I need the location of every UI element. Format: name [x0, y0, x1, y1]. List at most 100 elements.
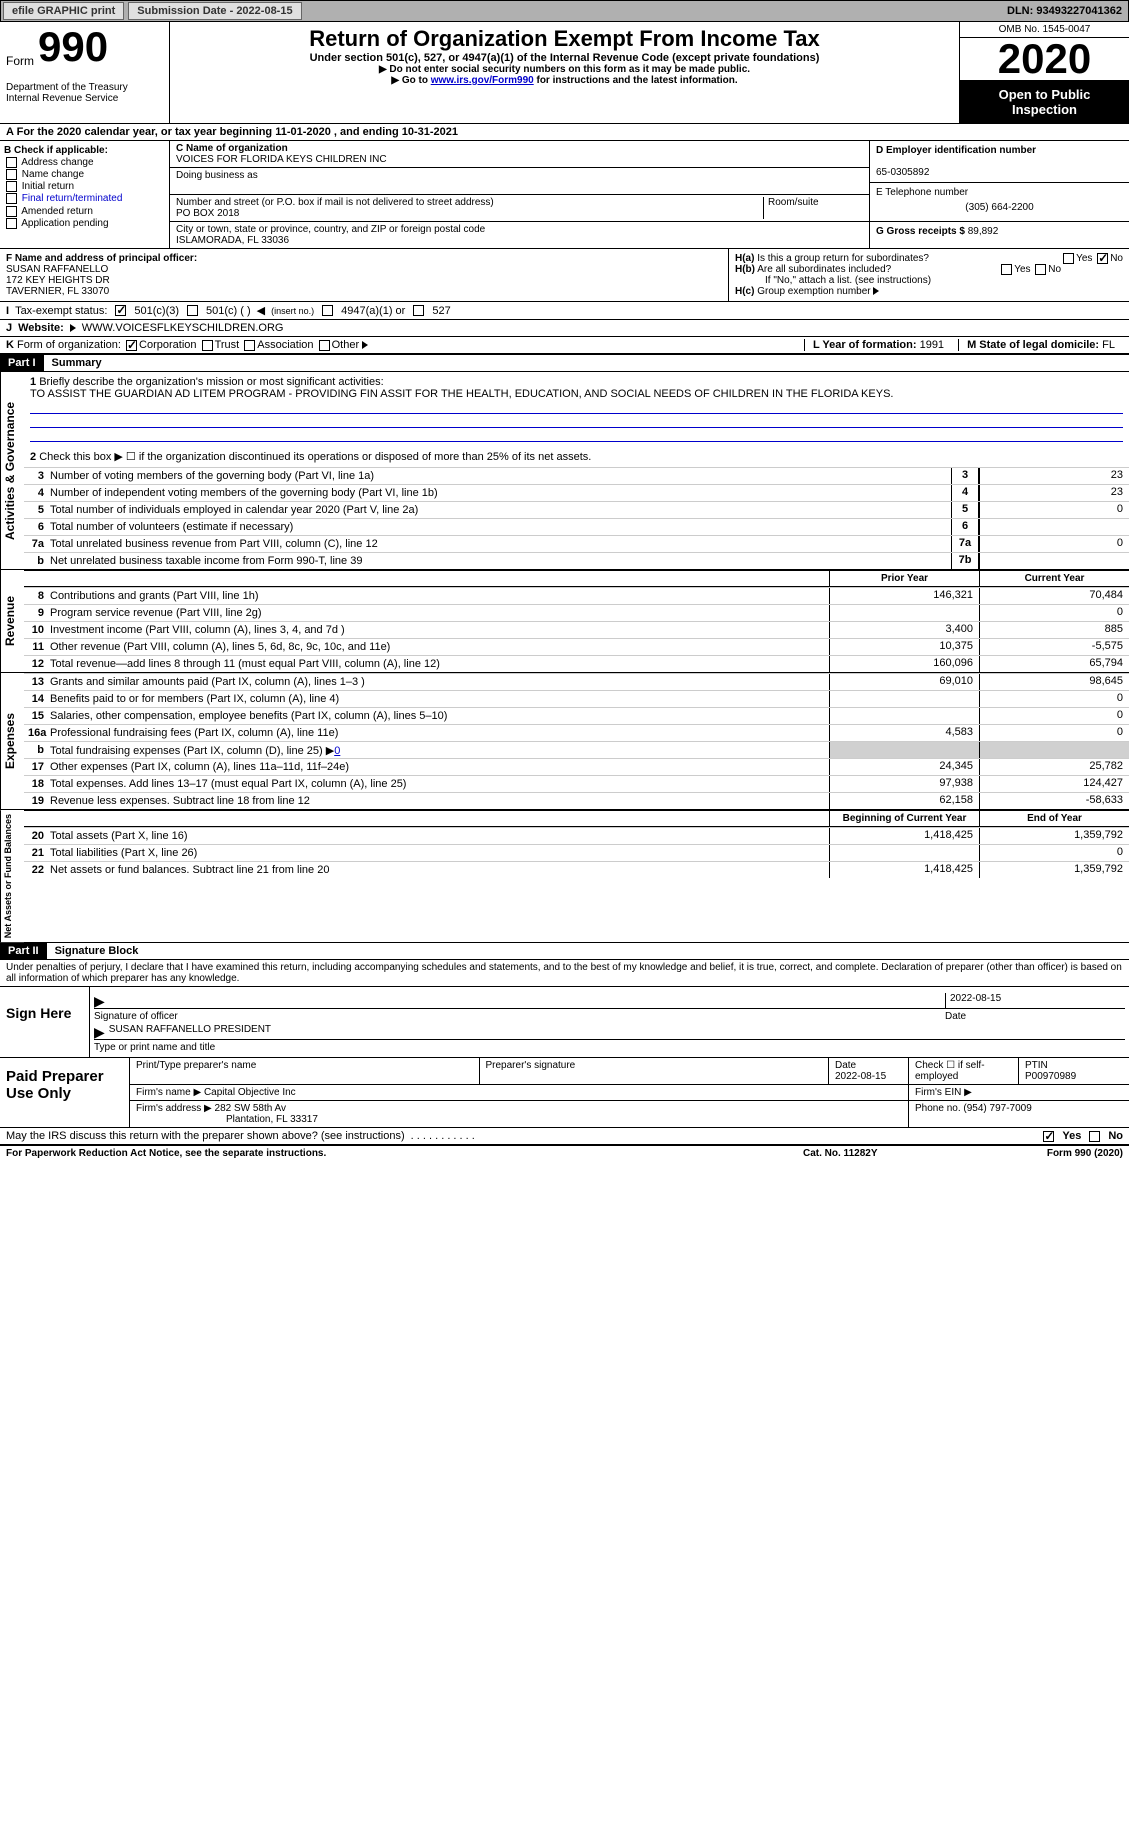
hb-no[interactable] [1035, 264, 1046, 275]
check-final-return[interactable]: Final return/terminated [4, 193, 165, 204]
efile-print-button[interactable]: efile GRAPHIC print [3, 2, 124, 20]
box-i: I Tax-exempt status: 501(c)(3) 501(c) ( … [0, 302, 1129, 320]
note2-pre: Go to [402, 75, 431, 86]
part2-title: Signature Block [47, 943, 147, 959]
irs-link[interactable]: www.irs.gov/Form990 [431, 75, 534, 86]
firm-name-label: Firm's name ▶ [136, 1087, 201, 1098]
street-label: Number and street (or P.O. box if mail i… [176, 197, 494, 208]
col-begin: Beginning of Current Year [829, 811, 979, 826]
form-number: 990 [38, 26, 108, 68]
period-row: A For the 2020 calendar year, or tax yea… [0, 124, 1129, 141]
ha-yes[interactable] [1063, 253, 1074, 264]
boxes-deg: D Employer identification number 65-03058… [869, 141, 1129, 248]
arrow-icon [70, 324, 76, 332]
discuss-yes[interactable] [1043, 1131, 1054, 1142]
org-name: VOICES FOR FLORIDA KEYS CHILDREN INC [176, 154, 387, 165]
value-line: 13Grants and similar amounts paid (Part … [24, 673, 1129, 690]
form-title: Return of Organization Exempt From Incom… [176, 26, 953, 52]
side-expenses: Expenses [0, 673, 24, 809]
website-label: Website: [18, 322, 64, 334]
check-app-pending[interactable]: Application pending [4, 218, 165, 229]
topbar: efile GRAPHIC print Submission Date - 20… [0, 0, 1129, 22]
no-label: No [1110, 253, 1123, 264]
form-org-label: Form of organization: [17, 339, 121, 351]
side-net-assets: Net Assets or Fund Balances [0, 810, 24, 942]
check-address-change[interactable]: Address change [4, 157, 165, 168]
officer-label: F Name and address of principal officer: [6, 253, 197, 264]
signature-line[interactable]: ▶ 2022-08-15 [94, 993, 1125, 1009]
box-c: C Name of organizationVOICES FOR FLORIDA… [170, 141, 869, 248]
form-number-block: Form 990 Department of the Treasury Inte… [0, 22, 170, 123]
ck-corp[interactable] [126, 340, 137, 351]
line-16b-desc: Total fundraising expenses (Part IX, col… [50, 745, 334, 757]
ck-501c[interactable] [187, 305, 198, 316]
note2-post: for instructions and the latest informat… [534, 75, 738, 86]
ck-527[interactable] [413, 305, 424, 316]
gross-value: 89,892 [968, 226, 999, 237]
gov-line: 6Total number of volunteers (estimate if… [24, 518, 1129, 535]
firm-phone-label: Phone no. [915, 1103, 961, 1114]
discuss-no[interactable] [1089, 1131, 1100, 1142]
arrow-icon: ▶ [94, 1024, 105, 1039]
side-revenue: Revenue [0, 570, 24, 672]
ck-4947[interactable] [322, 305, 333, 316]
firm-addr-label: Firm's address ▶ [136, 1103, 212, 1114]
hb-text: Are all subordinates included? [757, 264, 891, 275]
part1-header: Part I Summary [0, 355, 1129, 372]
check-initial-return[interactable]: Initial return [4, 181, 165, 192]
sign-here-label: Sign Here [0, 987, 90, 1057]
dln-text: DLN: 93493227041362 [1007, 5, 1128, 17]
dba-label: Doing business as [176, 170, 258, 181]
ck-trust[interactable] [202, 340, 213, 351]
ck-other[interactable] [319, 340, 330, 351]
part1-bar: Part I [0, 355, 44, 371]
self-employed-label[interactable]: Check ☐ if self-employed [909, 1058, 1019, 1084]
form-subtitle: Under section 501(c), 527, or 4947(a)(1)… [176, 52, 953, 64]
gross-label: G Gross receipts $ [876, 226, 965, 237]
check-label: Final return/terminated [22, 194, 123, 205]
hb-yes[interactable] [1001, 264, 1012, 275]
line-16b-val: 0 [334, 745, 340, 757]
name-title-label: Type or print name and title [94, 1042, 1125, 1053]
value-line: 19Revenue less expenses. Subtract line 1… [24, 792, 1129, 809]
check-name-change[interactable]: Name change [4, 169, 165, 180]
ptin-label: PTIN [1025, 1060, 1048, 1071]
value-line: 21Total liabilities (Part X, line 26) 0 [24, 844, 1129, 861]
ein-label: D Employer identification number [876, 145, 1036, 156]
q2-text: Check this box ▶ ☐ if the organization d… [39, 451, 591, 463]
activities-governance: Activities & Governance 1 Briefly descri… [0, 372, 1129, 570]
check-label: Application pending [21, 218, 108, 229]
gov-line: 7aTotal unrelated business revenue from … [24, 535, 1129, 552]
no-label: No [1108, 1130, 1123, 1142]
check-amended[interactable]: Amended return [4, 206, 165, 217]
part2-header: Part II Signature Block [0, 943, 1129, 960]
yes-label: Yes [1062, 1130, 1081, 1142]
prior-current-header: Prior Year Current Year [24, 570, 1129, 587]
opt-trust: Trust [215, 339, 240, 351]
officer-name-line: ▶ SUSAN RAFFANELLO PRESIDENT [94, 1024, 1125, 1040]
date-label: Date [945, 1011, 1125, 1022]
value-line: 14Benefits paid to or for members (Part … [24, 690, 1129, 707]
ha-no[interactable] [1097, 253, 1108, 264]
phone-label: E Telephone number [876, 187, 968, 198]
col-prior: Prior Year [829, 571, 979, 586]
submission-date-button[interactable]: Submission Date - 2022-08-15 [128, 2, 301, 20]
gov-line: bNet unrelated business taxable income f… [24, 552, 1129, 569]
firm-addr2: Plantation, FL 33317 [136, 1114, 318, 1125]
ck-501c3[interactable] [115, 305, 126, 316]
officer-name-title: SUSAN RAFFANELLO PRESIDENT [105, 1024, 1125, 1039]
ein-value: 65-0305892 [876, 167, 929, 178]
omb-block: OMB No. 1545-0047 2020 Open to Public In… [959, 22, 1129, 123]
yes-label: Yes [1076, 253, 1092, 264]
sign-here-block: Sign Here ▶ 2022-08-15 Signature of offi… [0, 987, 1129, 1058]
street: PO BOX 2018 [176, 208, 239, 219]
tax-year: 2020 [960, 38, 1129, 81]
value-line: 20Total assets (Part X, line 16) 1,418,4… [24, 827, 1129, 844]
box-b: B Check if applicable: Address change Na… [0, 141, 170, 248]
ck-assoc[interactable] [244, 340, 255, 351]
value-line: 18Total expenses. Add lines 13–17 (must … [24, 775, 1129, 792]
header-grid: B Check if applicable: Address change Na… [0, 141, 1129, 249]
opt-4947: 4947(a)(1) or [341, 305, 405, 317]
public-inspection: Open to Public Inspection [960, 81, 1129, 123]
check-label: Amended return [21, 206, 93, 217]
